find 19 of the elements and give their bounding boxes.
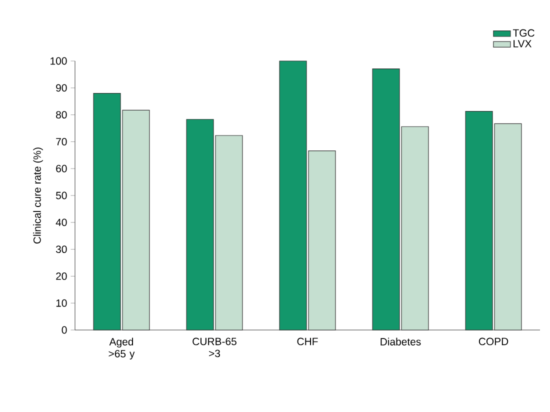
y-axis-title: Clinical cure rate (%) (33, 148, 43, 244)
x-tick-label: COPD (478, 338, 508, 346)
y-tick-label: 0 (62, 326, 67, 334)
y-tick-label: 50 (56, 192, 67, 200)
y-tick-label: 10 (56, 299, 67, 307)
y-tick-label: 20 (56, 272, 67, 280)
y-tick-label: 40 (56, 218, 67, 226)
y-tick-label: 80 (56, 111, 67, 119)
y-tick-label: 30 (56, 246, 67, 254)
legend-label: TGC (512, 29, 534, 37)
y-tick-label: 90 (56, 84, 67, 92)
x-tick-label: CHF (297, 338, 318, 346)
y-tick-label: 100 (50, 57, 67, 65)
y-tick-label: 60 (56, 164, 67, 172)
x-tick-label: Diabetes (380, 338, 421, 346)
y-tick-label: 70 (56, 138, 67, 146)
x-tick-label: Aged >65 y (108, 338, 135, 360)
x-tick-label: CURB-65 >3 (192, 338, 236, 358)
legend-label: LVX (514, 40, 532, 48)
